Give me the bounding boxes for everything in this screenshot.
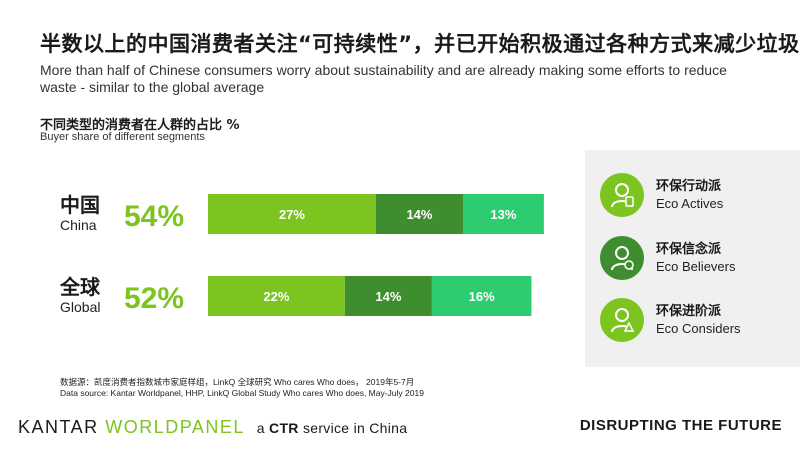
brand-worldpanel: WORLDPANEL: [105, 417, 245, 437]
bar-data-label: 27%: [279, 207, 305, 222]
chart-title-en: Buyer share of different segments: [40, 131, 205, 143]
brand-ctr: a CTR service in China: [256, 420, 408, 436]
chart-title-cn: 不同类型的消费者在人群的占比 %: [40, 118, 240, 133]
bar-data-label: 13%: [490, 207, 516, 222]
category-label-en: Global: [60, 299, 100, 315]
legend-label-en: Eco Actives: [656, 196, 724, 211]
bar-segment: [463, 194, 544, 234]
eco-active-person-icon: [600, 173, 644, 217]
brand-logo: KANTAR WORLDPANEL a CTR service in China: [18, 417, 407, 438]
category-label-en: China: [60, 217, 97, 233]
bar-data-label: 14%: [375, 289, 401, 304]
category-total-label: 52%: [124, 282, 184, 315]
bar-segment: [431, 276, 532, 316]
legend-label-en: Eco Believers: [656, 259, 736, 274]
bar-data-label: 14%: [406, 207, 432, 222]
source-cn: 数据源：凯度消费者指数城市家庭样组，LinkQ 全球研究 Who cares W…: [60, 377, 415, 387]
bar-data-label: 22%: [263, 289, 289, 304]
legend-label-cn: 环保进阶派: [656, 304, 722, 319]
legend-item-eco-considers: 环保进阶派 Eco Considers: [600, 298, 741, 342]
legend-label-cn: 环保行动派: [656, 179, 722, 194]
legend-item-eco-believers: 环保信念派 Eco Believers: [600, 236, 735, 280]
category-label-cn: 中国: [60, 193, 100, 217]
bar-segment: [208, 276, 345, 316]
bar-data-label: 16%: [469, 289, 495, 304]
bar-segment: [208, 194, 376, 234]
tagline: DISRUPTING THE FUTURE: [579, 417, 782, 434]
source-note: 数据源：凯度消费者指数城市家庭样组，LinkQ 全球研究 Who cares W…: [60, 377, 424, 399]
legend-label-cn: 环保信念派: [656, 242, 722, 257]
legend-panel: 环保行动派 Eco Actives 环保信念派 Eco Believers 环保…: [585, 150, 800, 367]
brand-kantar: KANTAR: [18, 417, 99, 437]
bar-segment: [375, 194, 464, 234]
legend-label-en: Eco Considers: [656, 321, 741, 336]
eco-believer-person-icon: [600, 236, 644, 280]
category-total-label: 54%: [124, 200, 184, 233]
page-subtitle: More than half of Chinese consumers worr…: [40, 62, 727, 95]
page-title: 半数以上的中国消费者关注“可持续性”，并已开始积极通过各种方式来减少垃圾: [40, 32, 800, 56]
eco-consider-person-icon: [600, 298, 644, 342]
legend-item-eco-actives: 环保行动派 Eco Actives: [600, 173, 723, 217]
category-label-cn: 全球: [59, 275, 101, 299]
source-en: Data source: Kantar Worldpanel, HHP, Lin…: [60, 388, 424, 398]
bar-segment: [344, 276, 432, 316]
